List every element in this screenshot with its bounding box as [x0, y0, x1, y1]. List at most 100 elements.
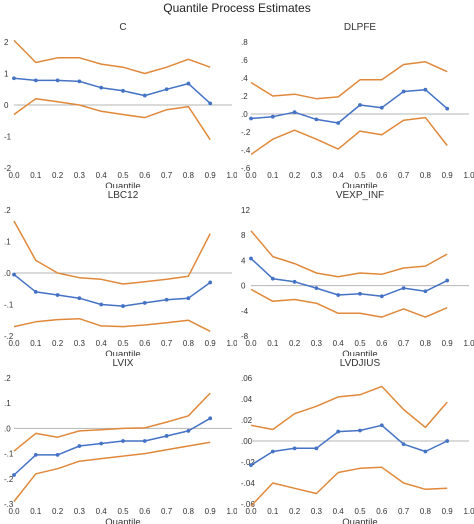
y-tick-label: -4 — [241, 307, 249, 316]
y-tick-label: .2 — [4, 206, 11, 215]
estimate-point — [358, 291, 362, 296]
y-tick-label: -1 — [4, 133, 12, 142]
x-axis-label: Quantile — [342, 349, 377, 356]
series-line-estimate — [250, 88, 448, 124]
y-tick-label: .0 — [4, 424, 11, 433]
estimate-point — [99, 441, 104, 446]
estimate-point — [445, 439, 450, 443]
y-tick-label: .0 — [241, 110, 248, 119]
y-tick-label: -2 — [4, 164, 12, 173]
x-tick-label: 1.0 — [463, 171, 474, 180]
estimate-point — [336, 293, 341, 297]
estimate-point — [445, 278, 450, 283]
x-tick-label: 1.0 — [463, 507, 474, 516]
estimate-point — [208, 416, 213, 421]
series-line-lower-bound — [250, 288, 448, 318]
x-tick-label: 0.6 — [376, 339, 388, 348]
y-tick-label: .2 — [241, 92, 248, 101]
y-tick-label: -.4 — [241, 146, 251, 155]
chart-panel: LBC12 -.2 -.1 .0 .1 .2 0.0 0.1 0.2 0.3 0.4 0.5 0.6 0.… — [0, 186, 237, 356]
series-line-estimate — [250, 257, 448, 298]
x-tick-label: 0.1 — [267, 339, 279, 348]
estimate-point — [379, 105, 384, 110]
estimate-point — [270, 114, 275, 119]
x-tick-label: 0.0 — [8, 171, 20, 180]
series-line-lower-bound — [13, 441, 211, 502]
estimate-point — [292, 279, 297, 284]
y-tick-label: 2 — [4, 38, 9, 47]
x-tick-label: 0.4 — [333, 507, 345, 516]
estimate-point — [77, 296, 82, 301]
x-tick-label: 0.9 — [442, 339, 454, 348]
x-tick-label: 0.2 — [52, 171, 64, 180]
series-line-estimate — [13, 274, 211, 307]
estimate-point — [33, 78, 38, 83]
series-line-upper-bound — [13, 220, 211, 285]
x-axis-label: Quantile — [342, 181, 377, 188]
estimate-point — [33, 452, 38, 457]
series-line-estimate — [13, 417, 211, 476]
series-line-lower-bound — [13, 97, 211, 141]
estimate-point — [270, 276, 275, 281]
x-tick-label: 0.6 — [376, 171, 388, 180]
x-tick-label: 0.5 — [354, 507, 366, 516]
x-tick-label: 0.0 — [8, 507, 20, 516]
series-line-lower-bound — [13, 317, 211, 332]
estimate-point — [401, 442, 406, 447]
chart-svg: LVIX -.3 -.2 -.1 .0 .1 .2 0.0 0.1 0.2 0.3 0.4 0.5 0.6… — [4, 358, 237, 524]
x-tick-label: 0.6 — [376, 507, 388, 516]
x-axis-label: Quantile — [105, 517, 140, 524]
x-axis-label: Quantile — [105, 181, 140, 188]
y-tick-label: 0 — [4, 101, 9, 110]
y-tick-label: -.02 — [241, 458, 255, 467]
panel-title: LVIX — [113, 358, 134, 369]
x-tick-label: 0.7 — [398, 171, 410, 180]
x-tick-label: 0.6 — [139, 339, 151, 348]
x-tick-label: 0.1 — [30, 339, 42, 348]
figure-title: Quantile Process Estimates — [163, 1, 311, 15]
estimate-point — [292, 446, 297, 451]
estimate-point — [379, 294, 384, 299]
x-tick-label: 0.0 — [245, 507, 257, 516]
series-line-estimate — [13, 77, 211, 104]
panel-title: C — [119, 22, 126, 33]
x-tick-label: 0.1 — [267, 507, 279, 516]
estimate-point — [164, 434, 169, 438]
y-tick-label: 1 — [4, 70, 9, 79]
estimate-point — [314, 286, 319, 291]
estimate-point — [99, 85, 104, 90]
x-tick-label: 0.4 — [96, 171, 108, 180]
panel-title: VEXP_INF — [336, 190, 384, 201]
y-tick-label: -.06 — [241, 500, 255, 509]
series-line-estimate — [250, 424, 448, 466]
x-tick-label: 0.8 — [420, 507, 432, 516]
y-tick-label: .1 — [4, 238, 11, 247]
estimate-point — [445, 106, 450, 111]
estimate-point — [379, 423, 384, 428]
x-tick-label: 0.3 — [74, 339, 86, 348]
estimate-point — [292, 110, 297, 115]
y-tick-label: -.2 — [4, 475, 14, 484]
x-tick-label: 0.9 — [205, 171, 217, 180]
estimate-point — [314, 117, 319, 122]
estimate-point — [77, 444, 82, 448]
estimate-point — [142, 439, 147, 443]
estimate-point — [121, 439, 125, 443]
x-tick-label: 0.8 — [183, 171, 195, 180]
x-tick-label: 0.5 — [354, 339, 366, 348]
y-tick-label: -.2 — [4, 332, 14, 341]
x-tick-label: 1.0 — [463, 339, 474, 348]
estimate-point — [164, 297, 169, 302]
estimate-point — [314, 446, 319, 451]
y-tick-label: 4 — [241, 256, 246, 265]
estimate-point — [186, 429, 191, 433]
x-tick-label: 0.2 — [52, 339, 64, 348]
x-tick-label: 0.2 — [52, 507, 64, 516]
y-tick-label: -.04 — [241, 479, 255, 488]
estimate-point — [423, 289, 428, 294]
x-tick-label: 0.0 — [8, 339, 20, 348]
x-tick-label: 0.7 — [398, 339, 410, 348]
x-tick-label: 1.0 — [226, 339, 237, 348]
estimate-point — [208, 280, 213, 285]
